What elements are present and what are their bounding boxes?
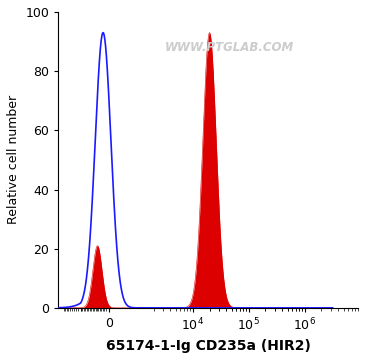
Text: WWW.PTGLAB.COM: WWW.PTGLAB.COM: [165, 41, 294, 54]
X-axis label: 65174-1-Ig CD235a (HIR2): 65174-1-Ig CD235a (HIR2): [106, 339, 311, 353]
Y-axis label: Relative cell number: Relative cell number: [7, 95, 20, 225]
